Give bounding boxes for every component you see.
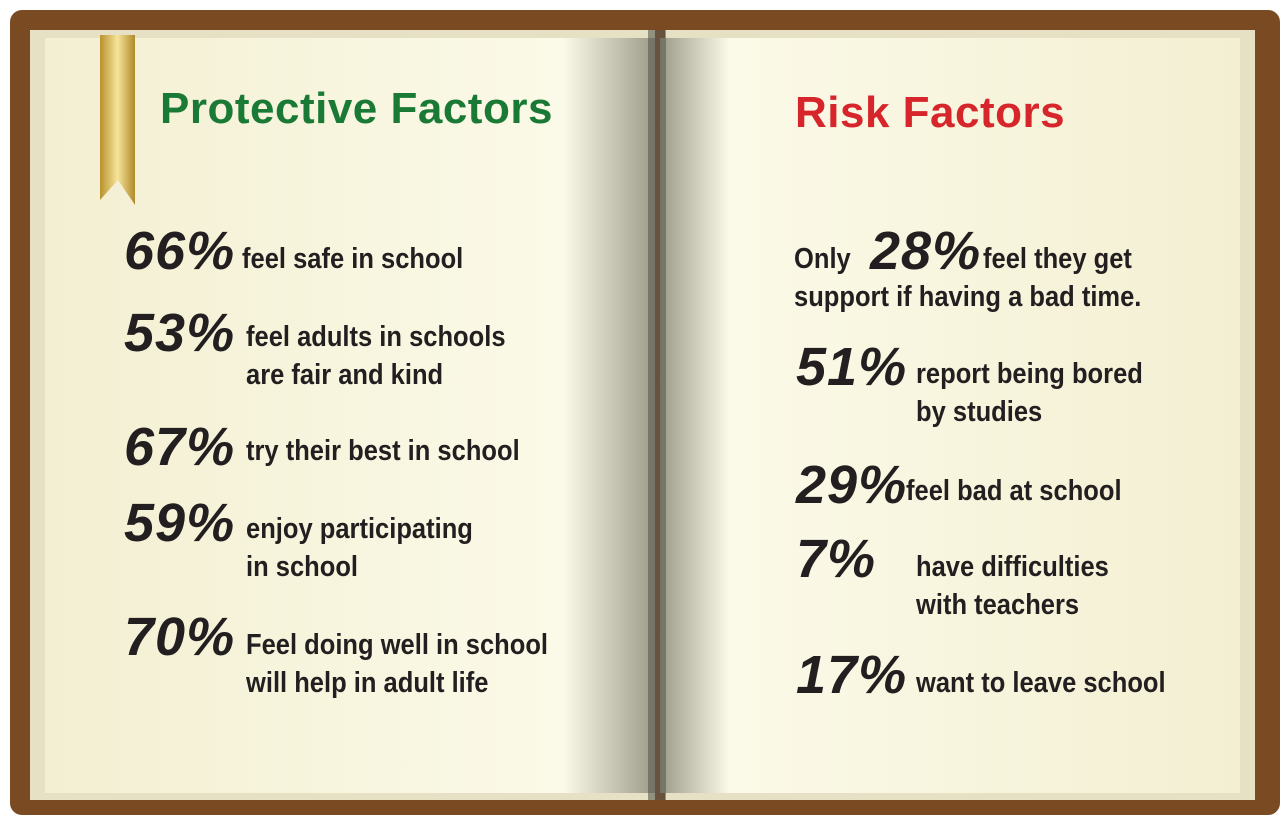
stat-text: enjoy participating xyxy=(246,513,473,545)
left-sheet xyxy=(45,38,655,793)
stat-text: Feel doing well in school xyxy=(246,629,549,661)
bookmark xyxy=(100,35,135,205)
stat-value: 53% xyxy=(124,303,236,363)
right-title: Risk Factors xyxy=(795,88,1066,137)
stat-value: 66% xyxy=(124,221,236,281)
stat-text: try their best in school xyxy=(246,435,520,467)
stat-text: want to leave school xyxy=(916,667,1166,699)
stat-value: 29% xyxy=(796,455,908,515)
stat-text: have difficulties xyxy=(916,551,1109,583)
stat-value: 70% xyxy=(124,607,236,667)
stat-text: with teachers xyxy=(916,589,1080,621)
stat-value: 51% xyxy=(796,337,908,397)
spine xyxy=(648,30,666,800)
stat-text: support if having a bad time. xyxy=(794,281,1142,313)
left-title: Protective Factors xyxy=(160,84,553,133)
stat-value: 7% xyxy=(796,529,877,589)
stat-text: in school xyxy=(246,551,359,583)
stat-value: 17% xyxy=(796,645,908,705)
right-sheet xyxy=(660,38,1240,793)
stat-text: Only xyxy=(794,243,851,275)
stat-text: feel they get xyxy=(983,243,1132,275)
stat-text: feel bad at school xyxy=(906,475,1122,507)
stat-text: by studies xyxy=(916,396,1043,428)
stat-text: feel adults in schools xyxy=(246,321,506,353)
stat-text: will help in adult life xyxy=(246,667,489,699)
stat-text: are fair and kind xyxy=(246,359,444,391)
stat-value: 28% xyxy=(870,221,982,281)
stat-text: report being bored xyxy=(916,358,1143,390)
stat-value: 67% xyxy=(124,417,236,477)
stat-text: feel safe in school xyxy=(242,243,464,275)
stat-value: 59% xyxy=(124,493,236,553)
